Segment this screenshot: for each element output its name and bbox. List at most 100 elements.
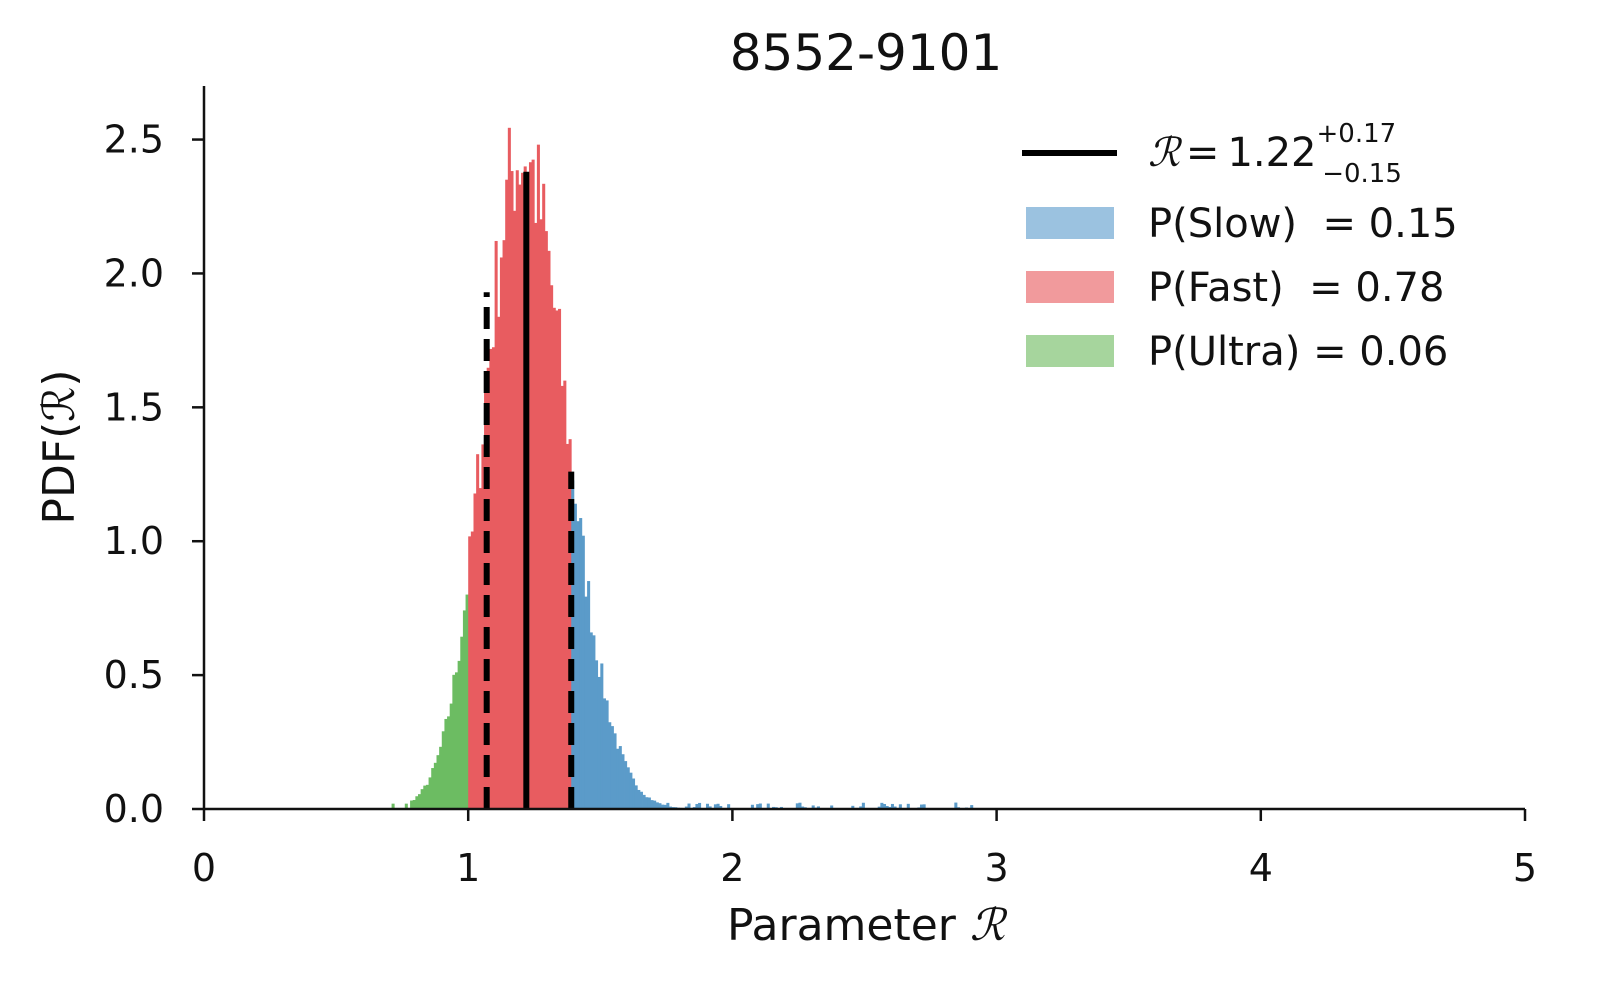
histogram-bar xyxy=(830,805,834,809)
legend: ℛ = 1.22+0.17 −0.15 P(Slow) = 0.15 P(Fast) =… xyxy=(1022,119,1458,375)
histogram-bar xyxy=(478,488,482,809)
x-tick-label: 0 xyxy=(192,846,216,890)
histogram-bar xyxy=(608,722,612,809)
histogram-bar xyxy=(449,703,453,809)
histogram-bar xyxy=(890,803,894,809)
x-tick-label: 3 xyxy=(985,846,1009,890)
histogram-bar xyxy=(716,803,720,809)
histogram-bar xyxy=(415,796,419,809)
histogram-bar xyxy=(624,761,628,809)
histogram-bar xyxy=(558,308,562,809)
histogram-bar xyxy=(610,726,614,809)
histogram-bar xyxy=(489,348,493,809)
histogram-bar xyxy=(637,789,641,809)
legend-swatch xyxy=(1026,271,1114,303)
histogram-bar xyxy=(436,755,440,809)
histogram-bar xyxy=(470,531,474,809)
histogram-bar xyxy=(433,762,437,809)
histogram-bar xyxy=(750,804,754,809)
legend-label: P(Slow) = 0.15 xyxy=(1148,201,1458,247)
histogram-bar xyxy=(563,380,567,809)
y-tick-label: 2.0 xyxy=(104,251,164,295)
histogram-bar xyxy=(970,805,974,809)
legend-swatch xyxy=(1026,335,1114,367)
histogram-bar xyxy=(922,804,926,809)
histogram-bar xyxy=(499,257,503,809)
histogram-bar xyxy=(885,806,889,809)
histogram-bar xyxy=(713,804,717,809)
histogram-bar xyxy=(898,804,902,809)
x-tick-label: 1 xyxy=(456,846,480,890)
histogram-bar xyxy=(444,718,448,809)
x-axis-label: Parameter ℛ xyxy=(727,900,1008,951)
histogram-bar xyxy=(795,803,799,809)
histogram-bar xyxy=(618,746,622,809)
histogram-bar xyxy=(705,803,710,809)
y-ticks: 0.0 0.5 1.0 1.5 2.0 2.5 xyxy=(104,118,204,831)
histogram-bar xyxy=(666,802,670,809)
histogram-bar xyxy=(568,439,572,809)
histogram-bar xyxy=(539,219,543,809)
histogram-bar xyxy=(647,797,651,809)
histogram-bar xyxy=(447,716,451,809)
histogram-bar xyxy=(695,803,699,809)
histogram-bar xyxy=(626,767,630,809)
histogram-bar xyxy=(698,802,702,809)
histogram-bar xyxy=(404,803,408,809)
histogram-bar xyxy=(576,521,580,809)
histogram-bar xyxy=(861,802,865,809)
y-tick-label: 1.5 xyxy=(104,385,164,429)
histogram-bar xyxy=(555,310,559,809)
histogram-bar xyxy=(534,222,538,810)
histogram-bar xyxy=(515,170,519,809)
histogram-bar xyxy=(766,803,770,809)
histogram-bar xyxy=(798,802,802,809)
histogram-bar xyxy=(439,746,443,809)
histogram-bar xyxy=(454,672,459,809)
histogram-bar xyxy=(510,171,514,809)
histogram-bar xyxy=(544,231,548,810)
histogram-bar xyxy=(391,803,395,809)
histogram-bar xyxy=(428,777,432,809)
histogram-bar xyxy=(719,805,723,809)
histogram-bar xyxy=(418,794,422,809)
histogram-bar xyxy=(420,789,424,809)
y-tick-label: 2.5 xyxy=(104,118,164,162)
histogram-bar xyxy=(425,784,429,809)
x-ticks: 0 1 2 3 4 5 xyxy=(192,809,1537,890)
histogram-bar xyxy=(592,635,596,809)
histogram-bar xyxy=(423,785,427,809)
histogram-bar xyxy=(642,794,646,809)
histogram-bar xyxy=(756,804,760,809)
histogram-bar xyxy=(502,240,506,809)
interval-lines xyxy=(483,171,575,809)
histogram-bar xyxy=(491,347,496,809)
histogram-bar xyxy=(412,799,416,809)
chart-title: 8552-9101 xyxy=(730,24,1003,82)
histogram-bar xyxy=(708,806,712,809)
y-axis-label: PDF(ℛ) xyxy=(34,369,85,524)
histogram-bar xyxy=(687,803,691,809)
histogram-bar xyxy=(441,731,445,809)
y-tick-label: 1.0 xyxy=(104,519,164,563)
histogram-bar xyxy=(521,172,525,809)
legend-label: P(Fast) = 0.78 xyxy=(1148,265,1444,311)
histogram-bar xyxy=(457,660,461,809)
legend-swatch xyxy=(1026,207,1114,239)
histogram-bar xyxy=(494,240,498,809)
histogram-bars xyxy=(391,127,974,810)
histogram-bar xyxy=(497,316,501,809)
histogram-bar xyxy=(476,454,480,809)
legend-median-label: ℛ = 1.22+0.17 −0.15 xyxy=(1148,119,1402,189)
histogram-bar xyxy=(634,785,638,809)
histogram-bar xyxy=(573,503,577,809)
histogram-bar xyxy=(481,444,485,809)
x-tick-label: 2 xyxy=(720,846,744,890)
legend-label: P(Ultra) = 0.06 xyxy=(1148,329,1448,375)
histogram-bar xyxy=(919,804,924,809)
histogram-bar xyxy=(600,663,604,809)
histogram-bar xyxy=(547,250,551,809)
histogram-bar xyxy=(528,162,533,810)
histogram-bar xyxy=(565,443,569,809)
